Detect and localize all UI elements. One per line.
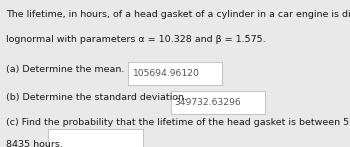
Text: The lifetime, in hours, of a head gasket of a cylinder in a car engine is distri: The lifetime, in hours, of a head gasket… <box>6 10 350 19</box>
Text: lognormal with parameters α = 10.328 and β = 1.575.: lognormal with parameters α = 10.328 and… <box>6 35 266 44</box>
Text: (b) Determine the standard deviation.: (b) Determine the standard deviation. <box>6 93 187 102</box>
Text: 8435 hours.: 8435 hours. <box>6 140 63 147</box>
Text: (c) Find the probability that the lifetime of the head gasket is between 5748 an: (c) Find the probability that the lifeti… <box>6 118 350 127</box>
Text: 349732.63296: 349732.63296 <box>175 98 242 107</box>
Text: 105694.96120: 105694.96120 <box>133 69 200 78</box>
Text: (a) Determine the mean.: (a) Determine the mean. <box>6 65 125 74</box>
